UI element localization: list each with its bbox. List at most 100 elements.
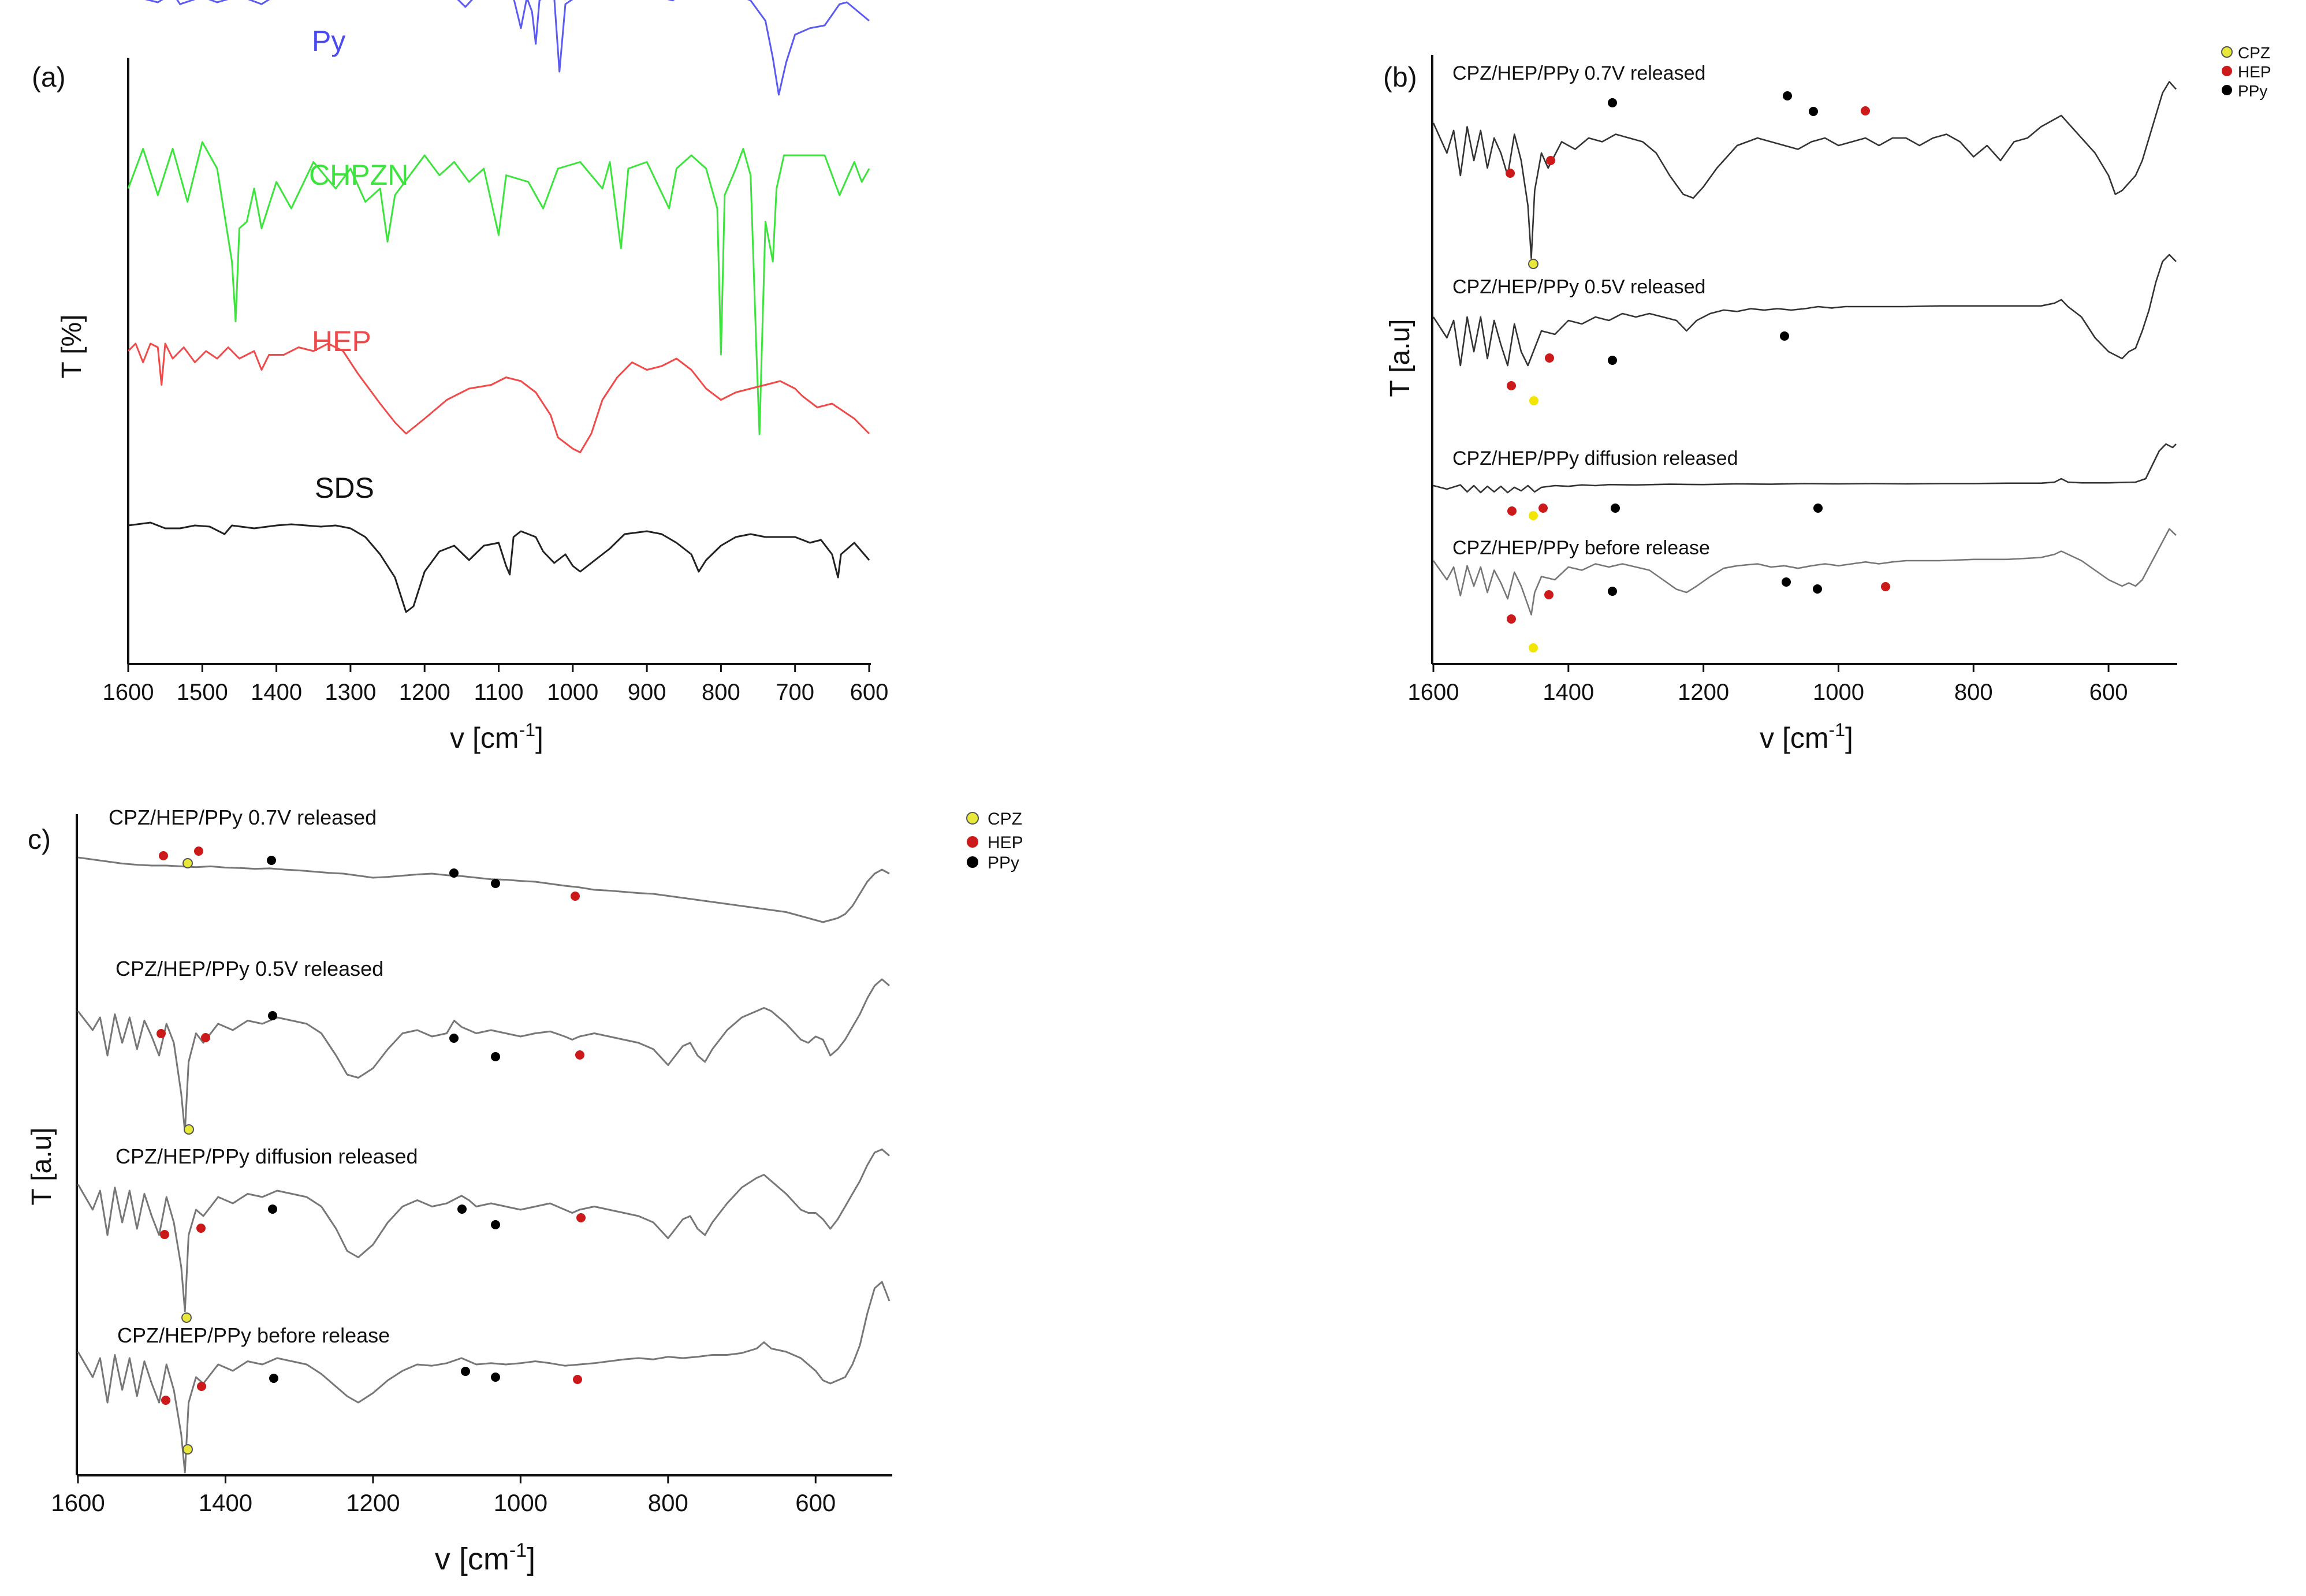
panel-a-xlabel: v [cm-1] bbox=[450, 719, 543, 754]
panel-a-label: (a) bbox=[32, 62, 66, 93]
marker-ppy bbox=[491, 879, 500, 888]
marker-hep bbox=[157, 1029, 166, 1038]
x-tick-label: 1400 bbox=[1543, 680, 1594, 705]
marker-ppy bbox=[1608, 587, 1617, 596]
series-line-chpzn bbox=[127, 141, 870, 435]
marker-ppy bbox=[491, 1220, 500, 1229]
series-label-sds: SDS bbox=[315, 472, 374, 504]
marker-ppy bbox=[1611, 504, 1620, 513]
series-label-hep: HEP bbox=[312, 325, 371, 357]
legend-ppy-marker bbox=[2222, 85, 2232, 95]
panel-b-markers bbox=[1506, 91, 1890, 652]
marker-cpz bbox=[1528, 259, 1538, 269]
spectrum-line-2 bbox=[1432, 253, 2177, 367]
marker-cpz bbox=[182, 1444, 193, 1455]
panel-b-curve-label-2: CPZ/HEP/PPy 0.5V released bbox=[1452, 276, 1705, 298]
panel-b-curve-label-3: CPZ/HEP/PPy diffusion released bbox=[1452, 448, 1738, 469]
x-tick-label: 1000 bbox=[494, 1489, 547, 1516]
panel-c-ylabel: T [a.u] bbox=[27, 1127, 57, 1205]
marker-ppy bbox=[457, 1205, 467, 1214]
series-label-chpzn: CHPZN bbox=[309, 159, 408, 191]
legend-hep-marker bbox=[2222, 66, 2232, 76]
marker-cpz bbox=[1529, 396, 1538, 405]
panel-a-ticks: 1600 1500 1400 1300 1200 1100 1000 900 800 700 600 bbox=[103, 664, 889, 705]
marker-hep bbox=[161, 1396, 170, 1405]
marker-ppy bbox=[1783, 91, 1792, 100]
marker-cpz bbox=[184, 1124, 194, 1135]
legend-cpz-marker bbox=[2221, 46, 2233, 58]
series-line-py bbox=[145, 0, 870, 96]
marker-ppy bbox=[1782, 577, 1791, 587]
x-tick-label: 1200 bbox=[1678, 680, 1729, 705]
x-tick-label: 1500 bbox=[177, 680, 228, 705]
marker-hep bbox=[575, 1050, 584, 1060]
legend-hep-label: HEP bbox=[2238, 63, 2271, 81]
panel-a-curves bbox=[127, 0, 870, 613]
x-tick-label: 1000 bbox=[1813, 680, 1864, 705]
panel-c-curves bbox=[77, 856, 891, 1474]
panel-c-markers bbox=[157, 847, 586, 1455]
legend-ppy-label: PPy bbox=[988, 853, 1019, 872]
marker-ppy bbox=[268, 1205, 277, 1214]
marker-cpz bbox=[1529, 643, 1538, 652]
panel-b-ticks: 1600 1400 1200 1000 800 600 bbox=[1408, 664, 2128, 705]
marker-hep bbox=[1881, 582, 1890, 591]
panel-c-ticks: 1600 1400 1200 1000 800 600 bbox=[51, 1475, 836, 1516]
panel-b-xlabel: v [cm-1] bbox=[1760, 719, 1853, 754]
marker-ppy bbox=[268, 1011, 277, 1020]
panel-c-curve-label-4: CPZ/HEP/PPy before release bbox=[117, 1323, 390, 1347]
series-line-sds bbox=[128, 521, 870, 613]
x-tick-label: 1200 bbox=[399, 680, 450, 705]
marker-ppy bbox=[491, 1373, 500, 1382]
x-tick-label: 800 bbox=[648, 1489, 688, 1516]
spectrum-line-3 bbox=[77, 1148, 890, 1312]
marker-hep bbox=[196, 1224, 206, 1233]
spectrum-line-4 bbox=[77, 1281, 891, 1474]
marker-hep bbox=[1538, 504, 1548, 513]
x-tick-label: 1200 bbox=[346, 1489, 400, 1516]
marker-cpz bbox=[1529, 511, 1538, 520]
x-tick-label: 1100 bbox=[474, 680, 523, 705]
x-tick-label: 800 bbox=[1954, 680, 1993, 705]
spectrum-line-2 bbox=[77, 978, 890, 1133]
marker-cpz bbox=[182, 858, 193, 868]
x-tick-label: 1300 bbox=[325, 680, 376, 705]
x-tick-label: 600 bbox=[850, 680, 889, 705]
spectrum-line-1 bbox=[1432, 81, 2177, 259]
series-line-hep bbox=[127, 342, 870, 453]
x-tick-label: 1400 bbox=[251, 680, 302, 705]
marker-ppy bbox=[1813, 584, 1822, 594]
panel-c-curve-label-3: CPZ/HEP/PPy diffusion released bbox=[116, 1144, 418, 1168]
marker-hep bbox=[1507, 381, 1516, 390]
marker-ppy bbox=[1608, 98, 1617, 107]
panel-b-curve-label-4: CPZ/HEP/PPy before release bbox=[1452, 537, 1710, 559]
legend-cpz-label: CPZ bbox=[2238, 44, 2270, 62]
legend-ppy-marker bbox=[967, 856, 978, 868]
marker-ppy bbox=[1780, 331, 1789, 341]
legend-cpz-marker bbox=[966, 812, 979, 825]
marker-hep bbox=[201, 1033, 210, 1042]
panel-c: c) T [a.u] 1600 1400 1200 1000 800 600 CPZ/HE… bbox=[27, 806, 1023, 1576]
legend-hep-marker bbox=[967, 836, 978, 848]
x-tick-label: 800 bbox=[702, 680, 740, 705]
marker-ppy bbox=[267, 856, 276, 865]
panel-c-legend: CPZ HEP PPy bbox=[966, 810, 1023, 872]
marker-hep bbox=[194, 847, 203, 856]
spectrum-line-1 bbox=[77, 856, 890, 923]
series-label-py: Py bbox=[312, 25, 345, 57]
marker-hep bbox=[1544, 590, 1554, 599]
marker-ppy bbox=[449, 868, 459, 878]
marker-ppy bbox=[1813, 504, 1823, 513]
spectrum-line-4 bbox=[1432, 528, 2177, 616]
panel-b-curves bbox=[1432, 81, 2177, 616]
panel-b-curve-label-1: CPZ/HEP/PPy 0.7V released bbox=[1452, 62, 1705, 84]
x-tick-label: 1400 bbox=[199, 1489, 252, 1516]
marker-hep bbox=[159, 851, 168, 860]
panel-b-label: (b) bbox=[1383, 62, 1417, 93]
panel-a: (a) T [%] 1600 1500 1400 1300 1200 1100 1000 90… bbox=[32, 0, 888, 754]
x-tick-label: 1600 bbox=[1408, 680, 1459, 705]
marker-hep bbox=[576, 1213, 586, 1222]
panel-b: (b) T [a.u] 1600 1400 1200 1000 800 600 CPZ/H… bbox=[1383, 44, 2271, 754]
panel-b-ylabel: T [a.u] bbox=[1385, 319, 1415, 397]
